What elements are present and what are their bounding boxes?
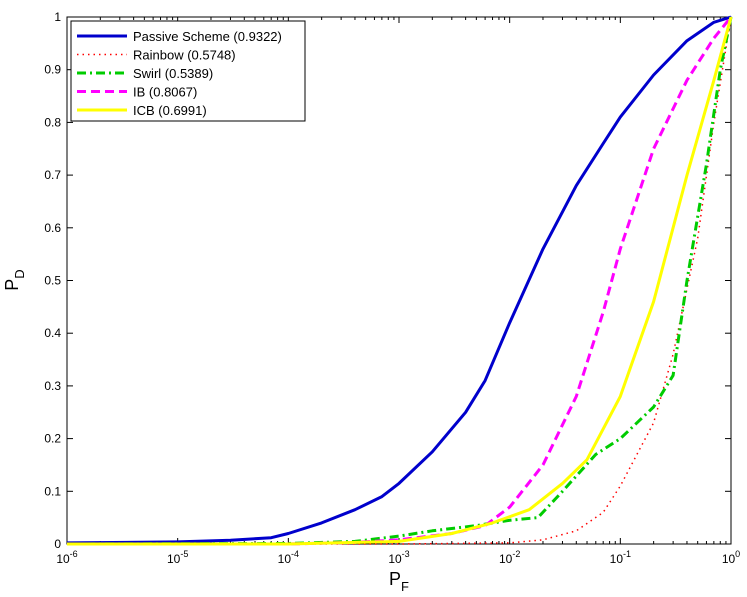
y-tick-label: 0.6 [44,221,61,235]
y-tick-label: 0.3 [44,379,61,393]
y-tick-label: 1 [54,10,61,24]
legend-label: ICB (0.6991) [133,103,207,118]
legend-label: Passive Scheme (0.9322) [133,29,282,44]
y-tick-label: 0.1 [44,484,61,498]
series-line-2 [67,16,732,545]
series-line-5 [67,16,733,546]
x-axis-label: PF [389,569,409,594]
x-tick-label: 10-1 [610,549,631,566]
series-line-3 [66,16,733,546]
y-tick-label: 0.4 [44,326,61,340]
y-tick-label: 0.9 [44,63,61,77]
legend-label: Rainbow (0.5748) [133,48,236,63]
y-tick-label: 0.5 [44,274,61,288]
y-tick-label: 0.8 [44,115,61,129]
series-lines [66,15,733,546]
legend: Passive Scheme (0.9322) Rainbow (0.5748) S… [70,20,306,122]
x-tick-label: 100 [722,549,740,566]
x-tick-label: 10-5 [167,549,188,566]
y-tick-label: 0.2 [44,432,61,446]
x-tick-label: 10-2 [499,549,520,566]
x-tick-label: 10-4 [278,549,299,566]
legend-box [70,20,306,122]
series-line-1 [66,15,732,545]
x-tick-label: 10-3 [388,549,409,566]
legend-label: IB (0.8067) [133,85,197,100]
legend-label: Swirl (0.5389) [133,66,213,81]
y-tick-label: 0 [54,537,61,551]
y-axis-label: PD [2,269,27,290]
x-tick-label: 10-6 [56,549,77,566]
axis-ticks: 10-6 10-5 10-4 10-3 10-2 10-1 100 0 0.1 0.2 0.3 0.4… [44,10,740,566]
y-tick-label: 0.7 [44,168,61,182]
